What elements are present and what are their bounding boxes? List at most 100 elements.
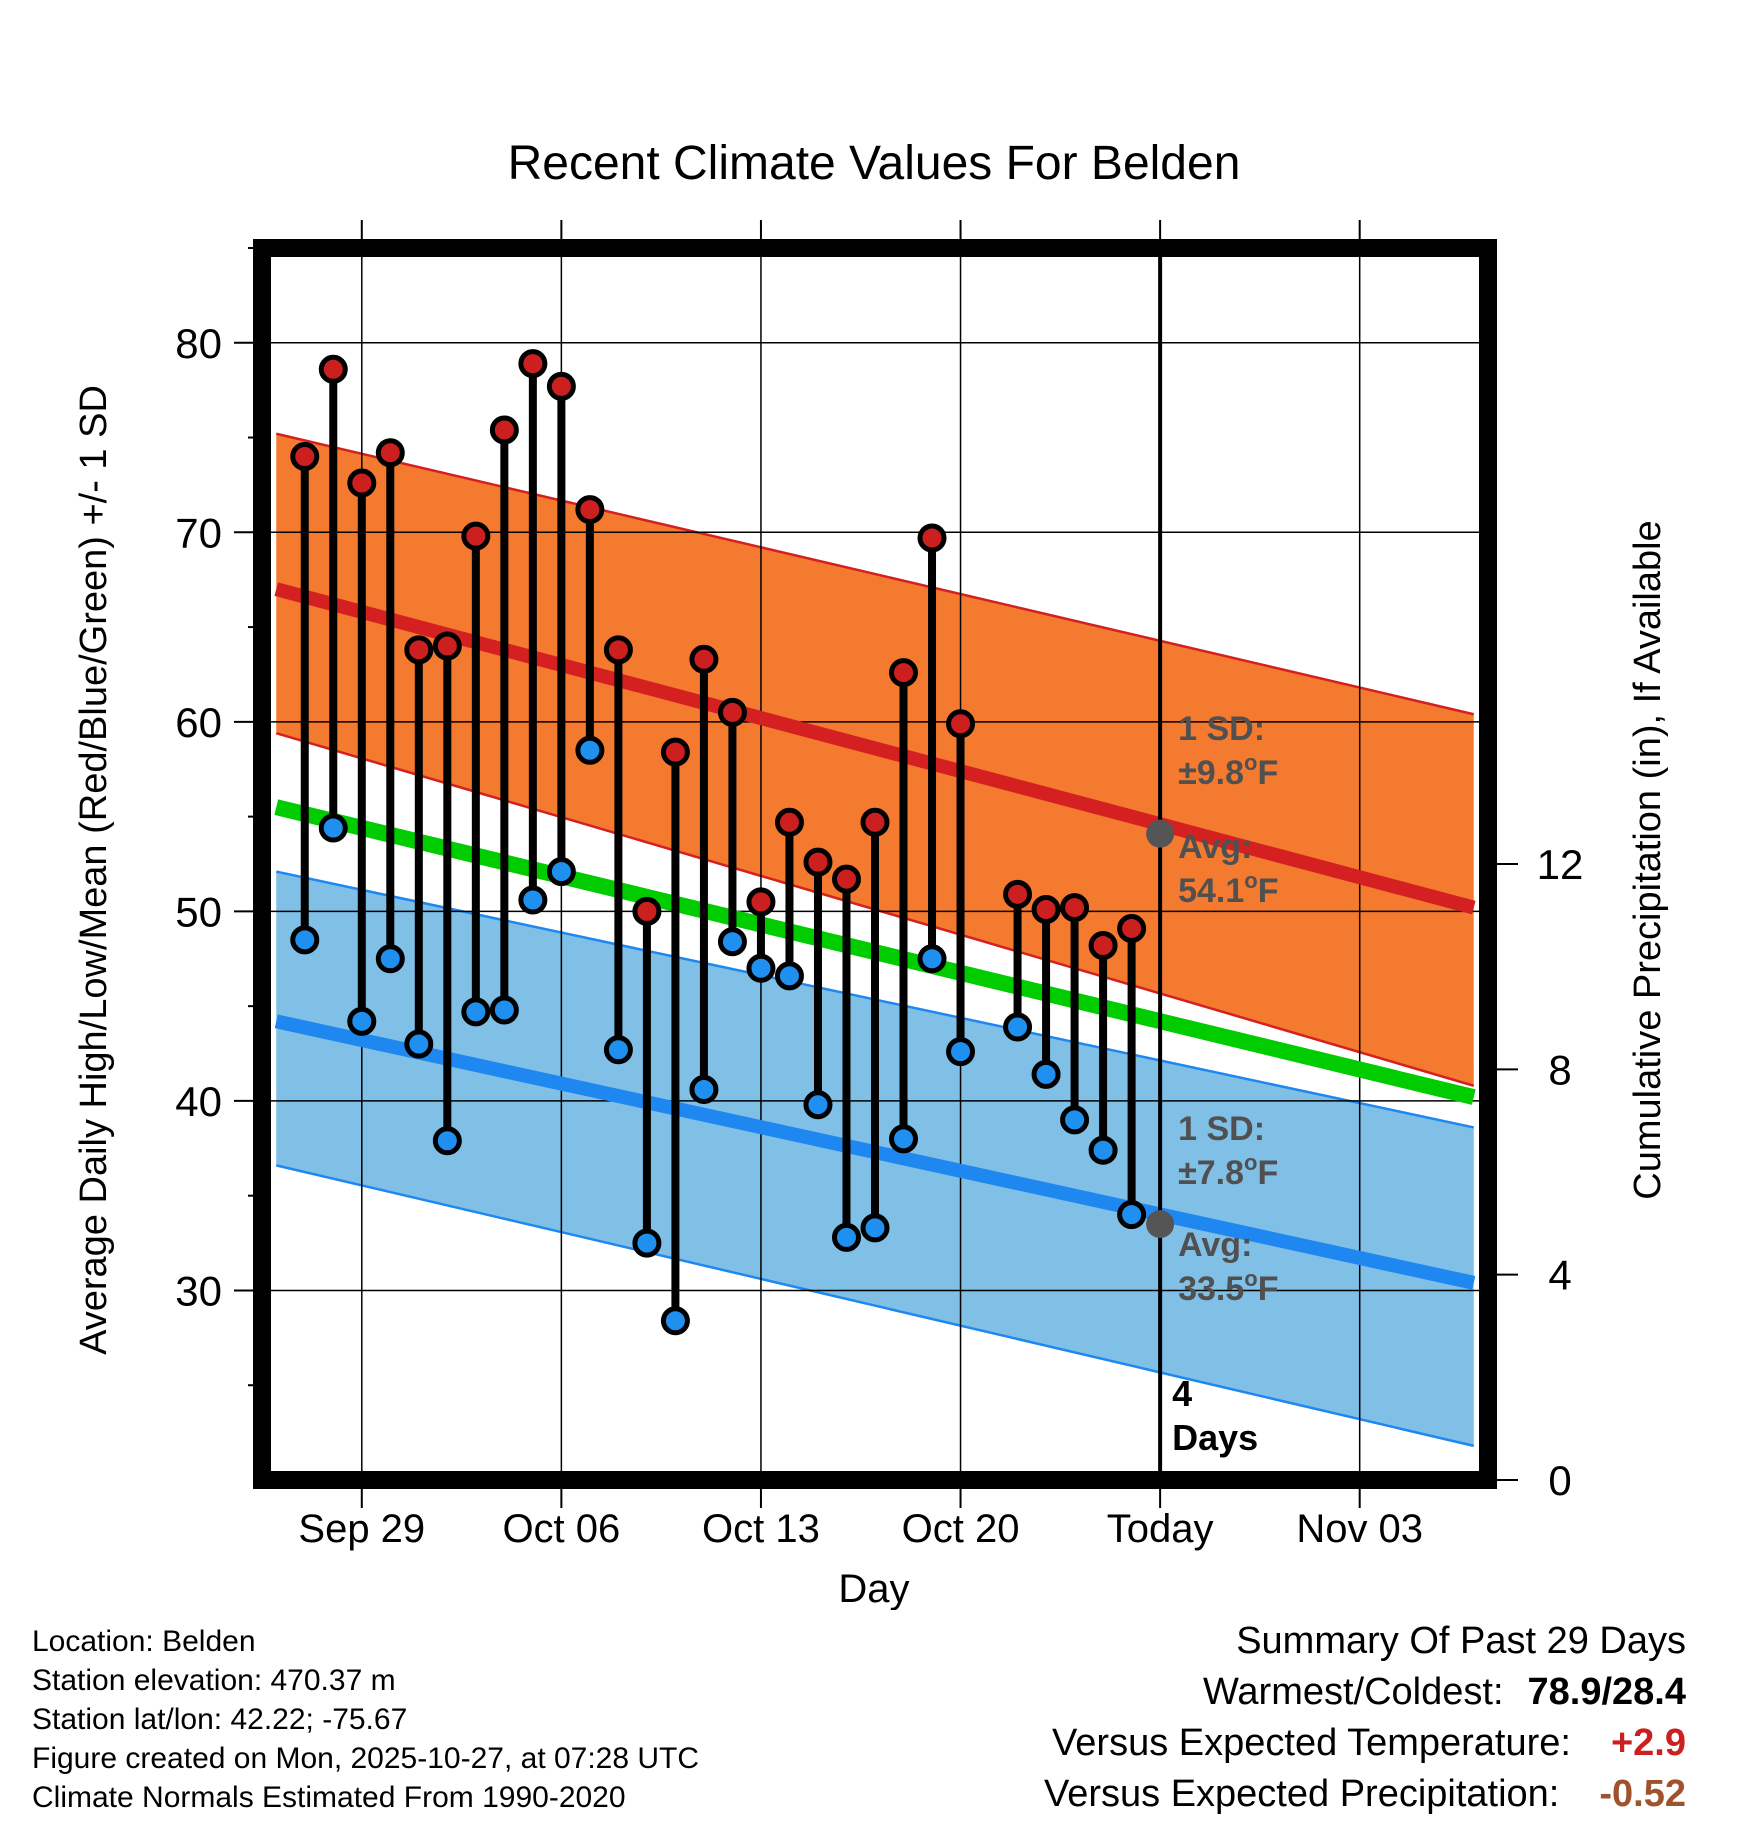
high-point xyxy=(347,468,377,498)
low-point xyxy=(889,1124,919,1154)
y2-tick-label: 0 xyxy=(1548,1457,1571,1504)
summary-heading: Summary Of Past 29 Days xyxy=(1236,1620,1686,1662)
high-sd-upper-edge xyxy=(275,432,1475,716)
x-tick-label: Oct 20 xyxy=(902,1507,1020,1551)
high-point xyxy=(375,438,405,468)
observation-day xyxy=(347,468,377,1036)
high-point xyxy=(689,644,719,674)
low-point xyxy=(1003,1012,1033,1042)
summary-panel: Summary Of Past 29 Days Warmest/Coldest:… xyxy=(1044,1616,1686,1820)
observation-day xyxy=(717,697,747,957)
y2-tick-label: 12 xyxy=(1537,841,1584,888)
low-point xyxy=(632,1228,662,1258)
high-avg-annotation-line1: Avg: xyxy=(1178,828,1252,866)
low-point xyxy=(375,944,405,974)
summary-precip-row: Versus Expected Precipitation: -0.52 xyxy=(1044,1769,1686,1820)
observation-day xyxy=(489,415,519,1025)
low-point xyxy=(290,925,320,955)
low-avg-annotation: Avg:33.5oF xyxy=(1178,1226,1278,1308)
x-axis-label: Day xyxy=(838,1567,909,1610)
summary-warm-cold-row: Warmest/Coldest: 78.9/28.4 xyxy=(1044,1667,1686,1718)
x-tick-label: Nov 03 xyxy=(1296,1507,1423,1551)
low-point xyxy=(347,1006,377,1036)
y-tick-label: 70 xyxy=(175,509,222,556)
high-sd-annotation-line2: ±9.8oF xyxy=(1178,750,1278,792)
low-point xyxy=(404,1029,434,1059)
high-point xyxy=(746,887,776,917)
observation-day xyxy=(1088,931,1118,1165)
high-point xyxy=(803,847,833,877)
low-point xyxy=(717,927,747,957)
low-sd-lower-edge xyxy=(275,1164,1475,1448)
observation-day xyxy=(1060,893,1090,1135)
high-point xyxy=(1117,913,1147,943)
observation-day xyxy=(518,349,548,915)
high-point xyxy=(1088,931,1118,961)
low-point xyxy=(746,953,776,983)
x-tick-label: Today xyxy=(1107,1507,1214,1551)
high-point xyxy=(860,807,890,837)
low-avg-marker xyxy=(1146,1210,1175,1239)
high-point xyxy=(575,495,605,525)
y-axis-label: Average Daily High/Low/Mean (Red/Blue/Gr… xyxy=(73,385,115,1355)
high-sd-annotation: 1 SD:±9.8oF xyxy=(1178,710,1278,792)
high-point xyxy=(889,658,919,688)
y-tick-label: 30 xyxy=(175,1267,222,1314)
low-point xyxy=(1060,1105,1090,1135)
observation-day xyxy=(689,644,719,1105)
observation-day xyxy=(632,896,662,1258)
high-point xyxy=(461,521,491,551)
low-point xyxy=(660,1306,690,1336)
low-point xyxy=(689,1075,719,1105)
low-point xyxy=(603,1035,633,1065)
observation-day xyxy=(290,441,320,955)
observation-day xyxy=(575,495,605,765)
high-sd-annotation-line1: 1 SD: xyxy=(1178,710,1265,748)
temp-value: +2.9 xyxy=(1610,1722,1686,1764)
high-point xyxy=(717,697,747,727)
warm-cold-label: Warmest/Coldest: xyxy=(1202,1671,1504,1713)
warm-cold-value: 78.9/28.4 xyxy=(1527,1671,1686,1713)
observation-day xyxy=(660,737,690,1336)
high-point xyxy=(318,354,348,384)
x-tick-label: Oct 13 xyxy=(702,1507,820,1551)
high-sd-band xyxy=(276,433,1474,1086)
observation-day xyxy=(774,807,804,991)
low-point xyxy=(1031,1059,1061,1089)
days-annotation-number: 4 xyxy=(1172,1373,1192,1414)
climate-chart: Recent Climate Values For Belden 1 SD:±9… xyxy=(73,137,1669,1610)
x-tick-label: Sep 29 xyxy=(298,1507,425,1551)
low-avg-annotation-line2: 33.5oF xyxy=(1178,1266,1278,1308)
temp-label: Versus Expected Temperature: xyxy=(1052,1722,1571,1764)
high-point xyxy=(946,709,976,739)
high-avg-annotation: Avg:54.1oF xyxy=(1178,828,1278,910)
high-point xyxy=(831,864,861,894)
y-tick-label: 80 xyxy=(175,320,222,367)
low-point xyxy=(546,857,576,887)
low-sd-annotation-line1: 1 SD: xyxy=(1178,1110,1265,1148)
high-point xyxy=(1031,894,1061,924)
high-point xyxy=(603,635,633,665)
low-avg-annotation-line1: Avg: xyxy=(1178,1226,1252,1264)
low-point xyxy=(946,1037,976,1067)
low-point xyxy=(917,944,947,974)
low-point xyxy=(518,885,548,915)
meta-elevation: Station elevation: 470.37 m xyxy=(32,1664,396,1697)
x-tick-label: Oct 06 xyxy=(502,1507,620,1551)
observation-day xyxy=(1117,913,1147,1230)
observation-day xyxy=(375,438,405,974)
low-sd-annotation: 1 SD:±7.8oF xyxy=(1178,1110,1278,1192)
observation-day xyxy=(889,658,919,1154)
low-point xyxy=(774,961,804,991)
observation-day xyxy=(860,807,890,1243)
high-point xyxy=(546,371,576,401)
meta-latlon: Station lat/lon: 42.22; -75.67 xyxy=(32,1703,408,1736)
observation-day xyxy=(803,847,833,1120)
observation-day xyxy=(831,864,861,1252)
days-annotation-label: Days xyxy=(1172,1417,1258,1458)
meta-location: Location: Belden xyxy=(32,1625,256,1658)
observation-day xyxy=(404,635,434,1059)
high-avg-annotation-line2: 54.1oF xyxy=(1178,868,1278,910)
meta-normals: Climate Normals Estimated From 1990-2020 xyxy=(32,1781,626,1814)
